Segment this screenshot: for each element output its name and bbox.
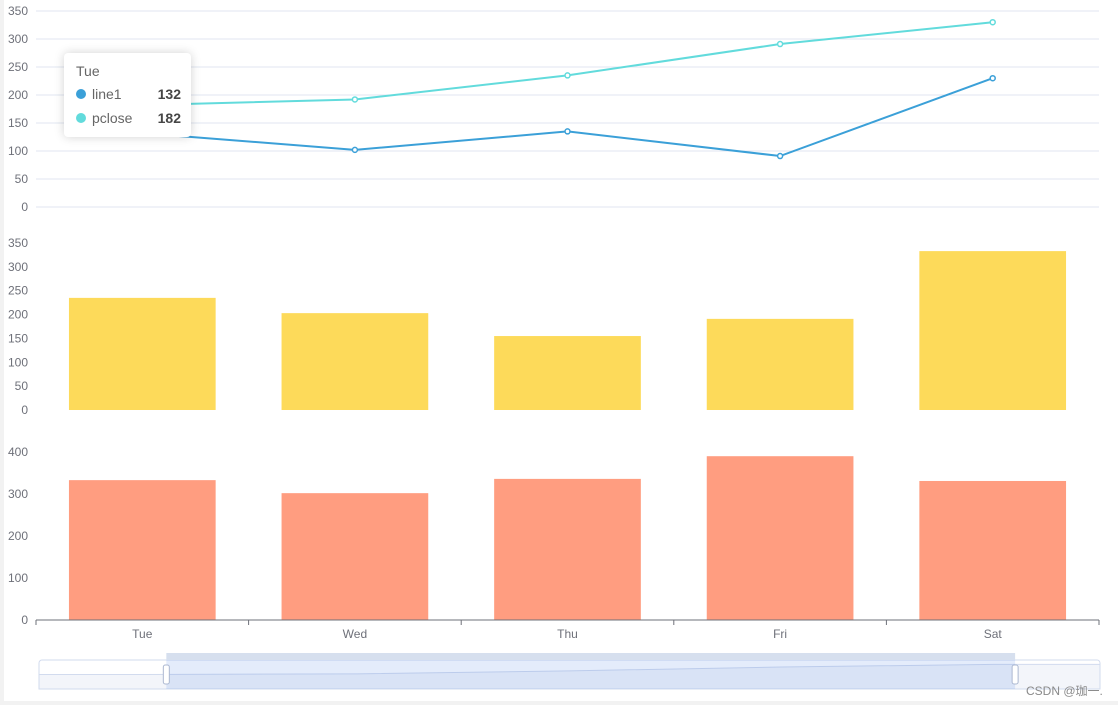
series-dot-icon bbox=[76, 113, 86, 123]
y-tick-label: 50 bbox=[15, 172, 29, 186]
data-point bbox=[564, 72, 571, 79]
y-tick-label: 0 bbox=[21, 403, 28, 417]
y-tick-label: 250 bbox=[8, 60, 28, 74]
slider-preview-area bbox=[38, 663, 1101, 690]
bar bbox=[919, 480, 1067, 620]
bar-chart-yellow: 0 50 100 150 200 250 300 350 bbox=[8, 236, 1067, 417]
series-dot-icon bbox=[76, 89, 86, 99]
slider-start-handle bbox=[162, 664, 170, 685]
data-point bbox=[989, 74, 996, 82]
data-point bbox=[564, 128, 571, 135]
data-point bbox=[351, 96, 359, 103]
y-tick-label: 0 bbox=[21, 613, 28, 627]
bar bbox=[68, 480, 216, 620]
y-tick-label: 150 bbox=[8, 116, 28, 130]
x-tick-label: Sat bbox=[984, 627, 1003, 641]
tooltip-series-value: 182 bbox=[157, 110, 181, 126]
slider-selected-range bbox=[166, 660, 1016, 689]
y-tick-label: 100 bbox=[8, 144, 28, 158]
x-tick-label: Fri bbox=[773, 627, 787, 641]
data-point bbox=[776, 152, 784, 160]
data-point bbox=[989, 18, 996, 26]
y-tick-label: 150 bbox=[8, 331, 28, 345]
y-tick-label: 300 bbox=[8, 32, 28, 46]
bar bbox=[281, 493, 429, 620]
line-chart: 0 50 100 150 200 250 300 350 bbox=[8, 4, 1099, 214]
y-tick-label: 300 bbox=[8, 260, 28, 274]
tooltip-title: Tue bbox=[76, 63, 100, 79]
bar bbox=[494, 336, 641, 410]
tooltip-series-name: line1 bbox=[92, 86, 122, 102]
slider-move-handle bbox=[166, 653, 1016, 660]
y-tick-label: 200 bbox=[8, 88, 28, 102]
tooltip-row-pclose: pclose 182 bbox=[76, 108, 181, 128]
line-line1 bbox=[142, 77, 994, 158]
bottom-border bbox=[0, 701, 1118, 705]
x-tick-label: Wed bbox=[343, 627, 367, 641]
x-tick-label: Thu bbox=[557, 627, 578, 641]
y-tick-label: 250 bbox=[8, 284, 28, 298]
y-tick-label: 0 bbox=[21, 200, 28, 214]
bar bbox=[68, 297, 216, 410]
tooltip: Tue line1 132 pclose 182 bbox=[64, 53, 191, 137]
y-tick-label: 50 bbox=[15, 379, 29, 393]
data-point bbox=[776, 40, 784, 48]
slider-end-handle bbox=[1011, 664, 1019, 685]
watermark: CSDN @珈一. bbox=[1026, 684, 1103, 698]
y-tick-label: 350 bbox=[8, 4, 28, 18]
bar bbox=[706, 456, 854, 620]
bar bbox=[919, 251, 1067, 410]
data-zoom-slider[interactable] bbox=[38, 653, 1101, 690]
bar-chart-orange: 0 100 200 300 400 Tue Wed Thu Fri Sat bbox=[8, 445, 1100, 641]
data-point bbox=[351, 146, 359, 154]
bar bbox=[281, 313, 429, 410]
y-tick-label: 100 bbox=[8, 571, 28, 585]
x-tick-label: Tue bbox=[132, 627, 153, 641]
left-border bbox=[0, 0, 4, 705]
tooltip-row-line1: line1 132 bbox=[76, 84, 181, 104]
line-pclose bbox=[142, 21, 993, 107]
y-tick-label: 200 bbox=[8, 308, 28, 322]
y-tick-label: 100 bbox=[8, 355, 28, 369]
y-tick-label: 400 bbox=[8, 445, 28, 459]
y-tick-label: 200 bbox=[8, 529, 28, 543]
bar bbox=[706, 318, 854, 410]
tooltip-series-name: pclose bbox=[92, 110, 133, 126]
bar bbox=[494, 478, 641, 620]
tooltip-series-value: 132 bbox=[157, 86, 181, 102]
y-tick-label: 300 bbox=[8, 487, 28, 501]
y-tick-label: 350 bbox=[8, 236, 28, 250]
